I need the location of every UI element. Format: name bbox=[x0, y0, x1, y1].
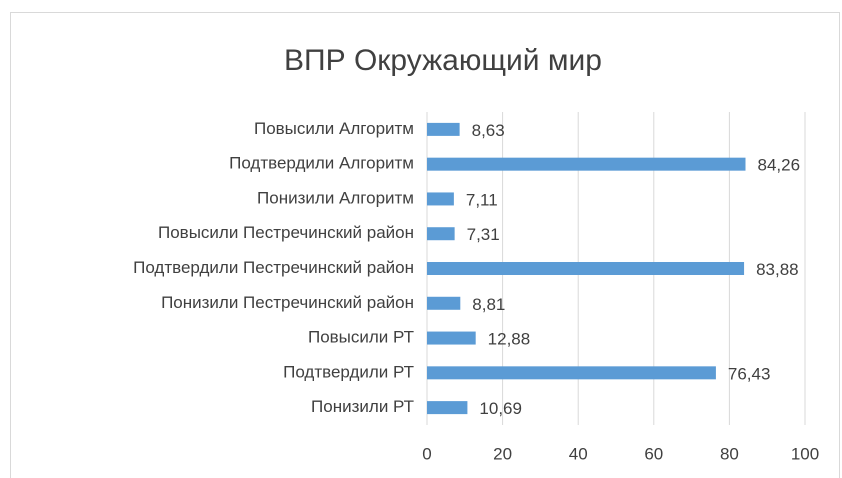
data-label: 8,81 bbox=[472, 295, 505, 314]
y-tick-label: Подтвердили Алгоритм bbox=[229, 154, 414, 173]
x-tick-label: 80 bbox=[720, 444, 739, 463]
y-tick-label: Повысили РТ bbox=[308, 328, 414, 347]
data-label: 83,88 bbox=[756, 260, 799, 279]
bar bbox=[427, 331, 476, 345]
x-tick-label: 0 bbox=[422, 444, 431, 463]
bar bbox=[427, 227, 455, 241]
y-tick-label: Понизили РТ bbox=[311, 397, 414, 416]
y-tick-label: Понизили Пестречинский район bbox=[161, 293, 414, 312]
data-label: 10,69 bbox=[479, 399, 522, 418]
bar bbox=[427, 157, 746, 171]
data-label: 7,11 bbox=[466, 190, 498, 209]
x-tick-label: 60 bbox=[644, 444, 663, 463]
y-tick-label: Подтвердили Пестречинский район bbox=[133, 258, 414, 277]
data-label: 8,63 bbox=[472, 121, 505, 140]
chart-title: ВПР Окружающий мир bbox=[284, 44, 602, 77]
bar bbox=[427, 296, 461, 310]
chart-border bbox=[10, 12, 840, 478]
x-tick-label: 40 bbox=[569, 444, 588, 463]
y-tick-label: Подтвердили РТ bbox=[283, 362, 414, 381]
x-tick-label: 100 bbox=[791, 444, 819, 463]
bar bbox=[427, 192, 454, 206]
data-label: 7,31 bbox=[467, 225, 500, 244]
y-tick-label: Повысили Алгоритм bbox=[254, 119, 414, 138]
y-tick-label: Повысили Пестречинский район bbox=[158, 223, 414, 242]
data-label: 84,26 bbox=[758, 156, 801, 175]
y-tick-label: Понизили Алгоритм bbox=[257, 188, 414, 207]
bar bbox=[427, 401, 468, 415]
data-label: 76,43 bbox=[728, 364, 771, 383]
bar bbox=[427, 366, 716, 380]
bar bbox=[427, 122, 460, 136]
data-label: 12,88 bbox=[488, 330, 531, 349]
x-tick-label: 20 bbox=[493, 444, 512, 463]
bar bbox=[427, 262, 745, 275]
